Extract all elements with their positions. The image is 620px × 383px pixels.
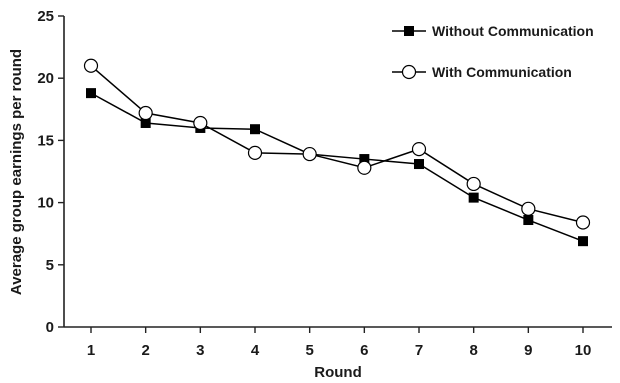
square-point bbox=[140, 117, 151, 128]
x-ticks: 1 2 3 4 5 6 7 8 9 10 bbox=[87, 327, 592, 359]
x-axis-title: Round bbox=[314, 364, 361, 381]
circle-point bbox=[411, 142, 427, 157]
series-line bbox=[90, 92, 584, 242]
circle-point bbox=[357, 160, 372, 175]
circle-point bbox=[521, 201, 536, 216]
x-tick-label: 4 bbox=[251, 342, 260, 359]
x-tick-label: 8 bbox=[469, 342, 477, 359]
x-tick-label: 9 bbox=[524, 342, 532, 359]
x-tick-label: 6 bbox=[360, 342, 368, 359]
x-tick-label: 10 bbox=[575, 342, 592, 359]
circle-point bbox=[83, 58, 99, 73]
series-2 bbox=[83, 58, 591, 230]
y-tick-label: 5 bbox=[46, 257, 54, 274]
circle-point bbox=[466, 176, 481, 192]
legend-label: With Communication bbox=[432, 64, 572, 80]
x-tick-label: 3 bbox=[196, 342, 204, 359]
square-point bbox=[414, 159, 424, 170]
y-tick-label: 10 bbox=[37, 195, 54, 212]
square-point bbox=[523, 215, 534, 226]
legend-label: Without Communication bbox=[432, 23, 594, 39]
y-axis-title: Average group earnings per round bbox=[8, 49, 25, 295]
square-point bbox=[86, 88, 96, 99]
y-tick-label: 20 bbox=[37, 70, 54, 87]
circle-point bbox=[193, 115, 208, 131]
series-layer bbox=[83, 58, 591, 247]
legend-circle-marker bbox=[401, 64, 417, 80]
y-tick-label: 25 bbox=[37, 8, 54, 25]
square-point bbox=[359, 154, 370, 165]
circle-point bbox=[247, 145, 263, 160]
legend-square-marker bbox=[404, 26, 414, 36]
square-point bbox=[250, 124, 260, 135]
y-ticks: 0 5 10 15 20 25 bbox=[37, 8, 64, 336]
square-point bbox=[468, 192, 479, 203]
legend: Without Communication With Communication bbox=[392, 23, 594, 80]
circle-point bbox=[302, 146, 317, 162]
legend-item: Without Communication bbox=[392, 23, 594, 39]
x-tick-label: 1 bbox=[87, 342, 95, 359]
square-point bbox=[578, 236, 588, 247]
x-tick-label: 5 bbox=[305, 342, 313, 359]
circle-point bbox=[138, 105, 153, 121]
legend-item: With Communication bbox=[392, 64, 572, 80]
x-tick-label: 2 bbox=[141, 342, 149, 359]
x-tick-label: 7 bbox=[415, 342, 423, 359]
series-1 bbox=[86, 88, 588, 247]
circle-point bbox=[575, 215, 591, 230]
y-tick-label: 0 bbox=[46, 319, 54, 336]
axes bbox=[63, 16, 612, 328]
y-tick-label: 15 bbox=[37, 132, 54, 149]
series-line bbox=[90, 65, 584, 224]
